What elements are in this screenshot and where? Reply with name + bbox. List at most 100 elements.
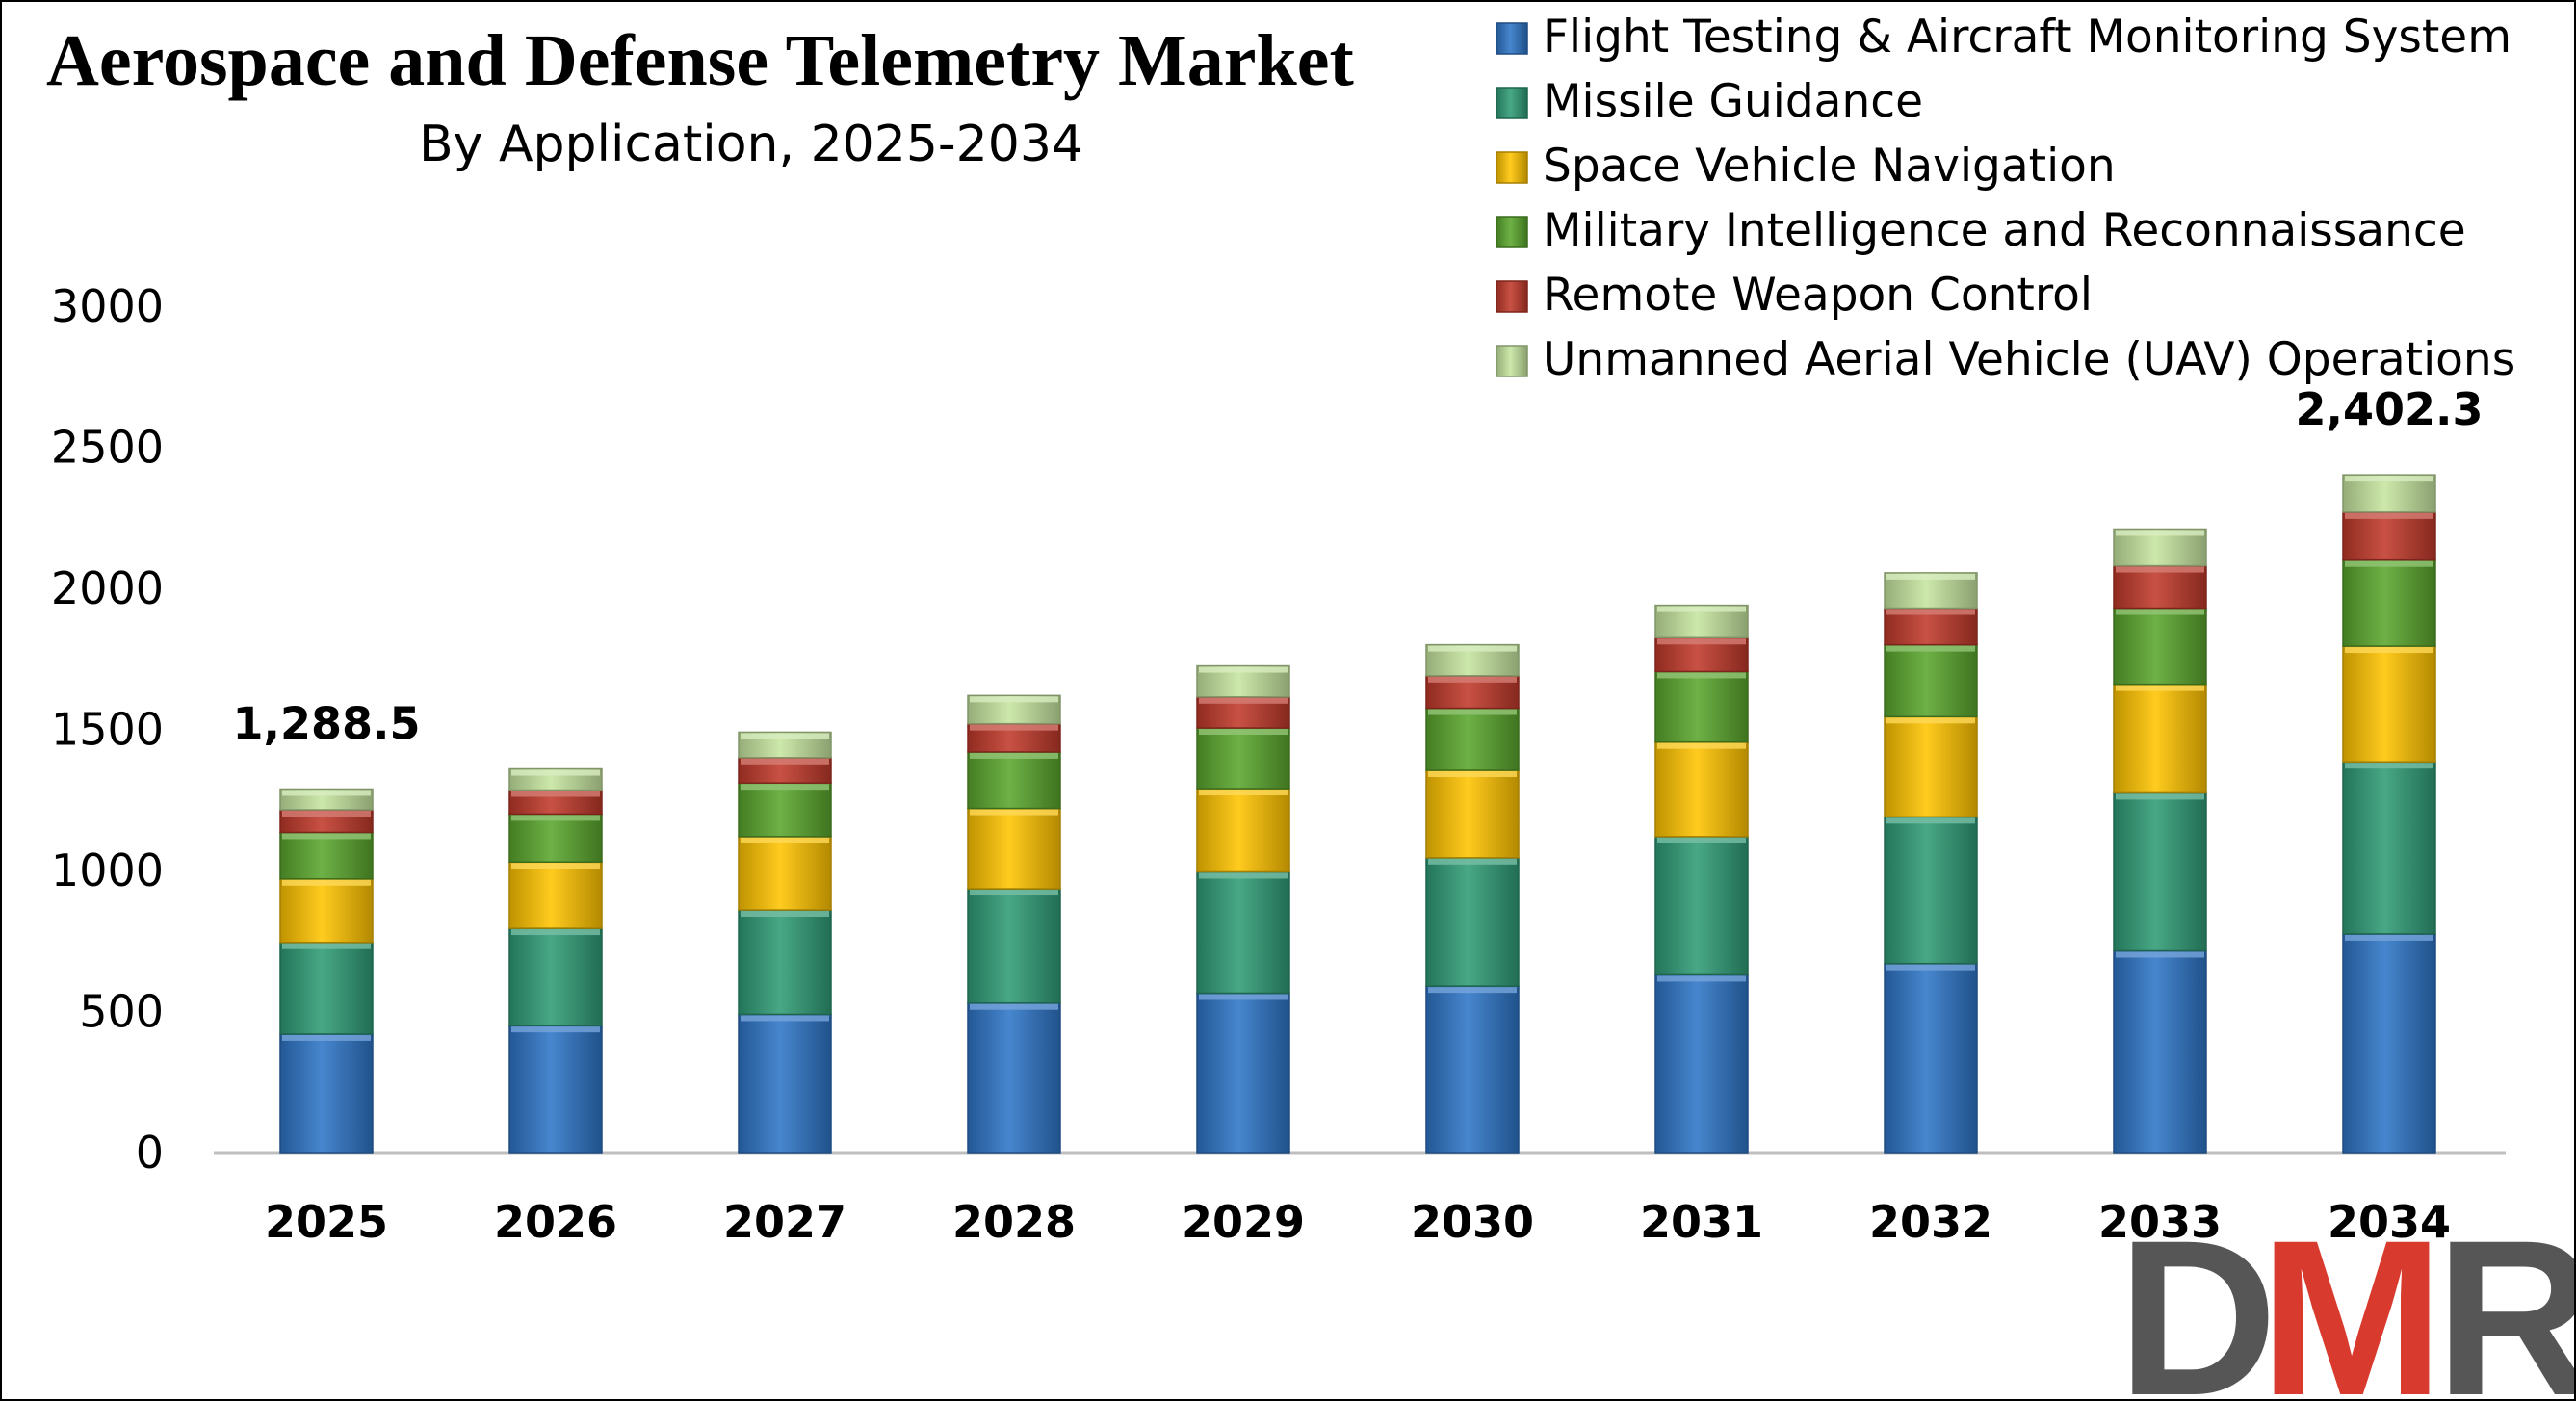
bar-segment-bevel: [1657, 606, 1746, 612]
y-axis: 0 500 1000 1500 2000 2500 3000: [51, 280, 164, 1179]
bar-segment-bevel: [511, 1026, 600, 1033]
chart-title: Aerospace and Defense Telemetry Market: [46, 20, 1354, 101]
x-tick-label: 2031: [1640, 1196, 1763, 1248]
bar-segment: [738, 836, 832, 911]
bar-segment-bevel: [1657, 638, 1746, 645]
y-tick-label: 1500: [51, 704, 164, 756]
bar-segment: [508, 861, 603, 929]
x-tick-label: 2034: [2328, 1196, 2451, 1248]
x-tick-label: 2028: [952, 1196, 1076, 1248]
bar-segment-bevel: [511, 863, 600, 869]
bar-segment: [508, 927, 603, 1026]
bar-segment-bevel: [1428, 676, 1517, 683]
legend-swatch: [1496, 151, 1528, 184]
bar-segment-bevel: [282, 811, 371, 817]
bar-segment-bevel: [741, 733, 829, 739]
bar-segment-bevel: [282, 833, 371, 840]
y-tick-label: 2000: [51, 562, 164, 614]
bar-segment-bevel: [511, 929, 600, 936]
bar-segment-bevel: [741, 1015, 829, 1022]
logo-letter: D: [2118, 1194, 2277, 1399]
bar-segment-bevel: [1886, 717, 1975, 724]
bar-segment: [1196, 727, 1290, 790]
bar-segment-bevel: [970, 724, 1058, 731]
bar-segment: [2342, 645, 2436, 763]
logo-letter: M: [2259, 1194, 2444, 1399]
bar-segment-bevel: [1657, 975, 1746, 982]
bar-segment-bevel: [511, 769, 600, 776]
x-tick-label: 2033: [2098, 1196, 2222, 1248]
bar-segment-bevel: [2345, 512, 2433, 519]
bar-segment-bevel: [970, 752, 1058, 759]
bar-segment-bevel: [1886, 609, 1975, 615]
bar-segment: [1425, 769, 1520, 859]
bars-group: [279, 474, 2436, 1154]
bar-segment-bevel: [1657, 837, 1746, 843]
bar-segment: [2113, 949, 2207, 1154]
bar-segment: [2113, 607, 2207, 686]
bar-segment-bevel: [1199, 790, 1288, 796]
bar-segment: [1654, 740, 1749, 838]
bar-segment: [738, 782, 832, 838]
bar-segment: [2342, 933, 2436, 1154]
y-tick-label: 0: [136, 1127, 164, 1179]
bar-segment-bevel: [1886, 645, 1975, 652]
bar-segment-bevel: [1428, 645, 1517, 652]
legend-swatch: [1496, 280, 1528, 313]
dmr-logo: DMR: [2118, 1194, 2574, 1399]
bar-segment: [1654, 836, 1749, 976]
bar-segment-bevel: [1199, 729, 1288, 736]
bar-segment-bevel: [2116, 566, 2204, 573]
bar-segment: [1196, 870, 1290, 995]
x-tick-label: 2027: [723, 1196, 846, 1248]
bar-segment: [1654, 973, 1749, 1154]
x-axis: 2025 2026 2027 2028 2029 2030 2031 2032 2033 2034: [265, 1196, 2451, 1248]
bar-segment: [1884, 816, 1978, 965]
bar-segment-bevel: [1428, 709, 1517, 715]
bar-segment-bevel: [1657, 672, 1746, 679]
legend-label: Space Vehicle Navigation: [1543, 140, 2116, 193]
bar-segment-bevel: [741, 911, 829, 918]
legend-label: Missile Guidance: [1543, 75, 1923, 128]
bar-segment-bevel: [2116, 951, 2204, 958]
bar-segment: [508, 813, 603, 863]
x-tick-label: 2032: [1869, 1196, 1992, 1248]
bar-segment-bevel: [1199, 994, 1288, 1000]
bar-segment-bevel: [511, 815, 600, 821]
bar-segment-bevel: [1657, 742, 1746, 749]
bar-segment: [279, 1033, 374, 1154]
bar-segment: [1884, 715, 1978, 818]
bar-segment: [967, 751, 1061, 810]
bar-segment-bevel: [970, 809, 1058, 816]
bar-segment: [2342, 761, 2436, 935]
bar-segment: [1425, 707, 1520, 771]
bar-segment: [1884, 962, 1978, 1154]
bar-segment-bevel: [2345, 763, 2433, 769]
bar-segment: [279, 878, 374, 944]
x-tick-label: 2025: [265, 1196, 388, 1248]
legend-label: Military Intelligence and Reconnaissance: [1543, 204, 2466, 257]
bar-segment: [2342, 511, 2436, 561]
bar-segment-bevel: [1428, 987, 1517, 994]
legend-label: Remote Weapon Control: [1543, 269, 2093, 322]
x-tick-label: 2029: [1182, 1196, 1305, 1248]
bar-segment-bevel: [511, 791, 600, 797]
bar-segment-bevel: [970, 1003, 1058, 1010]
bar-segment-bevel: [2116, 685, 2204, 691]
bar-segment-bevel: [741, 784, 829, 791]
bar-segment-bevel: [1199, 697, 1288, 704]
bar-segment-bevel: [1886, 964, 1975, 971]
x-tick-label: 2030: [1411, 1196, 1534, 1248]
bar-segment-bevel: [1199, 666, 1288, 673]
bar-segment-bevel: [1428, 858, 1517, 865]
bar-segment-bevel: [1886, 817, 1975, 824]
y-tick-label: 1000: [51, 844, 164, 896]
bar-segment-bevel: [282, 1034, 371, 1041]
bar-segment-bevel: [2345, 647, 2433, 654]
bar-segment: [1884, 643, 1978, 718]
bar-segment: [279, 941, 374, 1035]
bar-segment: [967, 807, 1061, 890]
legend: Flight Testing & Aircraft Monitoring Sys…: [1496, 11, 2515, 386]
bar-segment: [1654, 670, 1749, 743]
